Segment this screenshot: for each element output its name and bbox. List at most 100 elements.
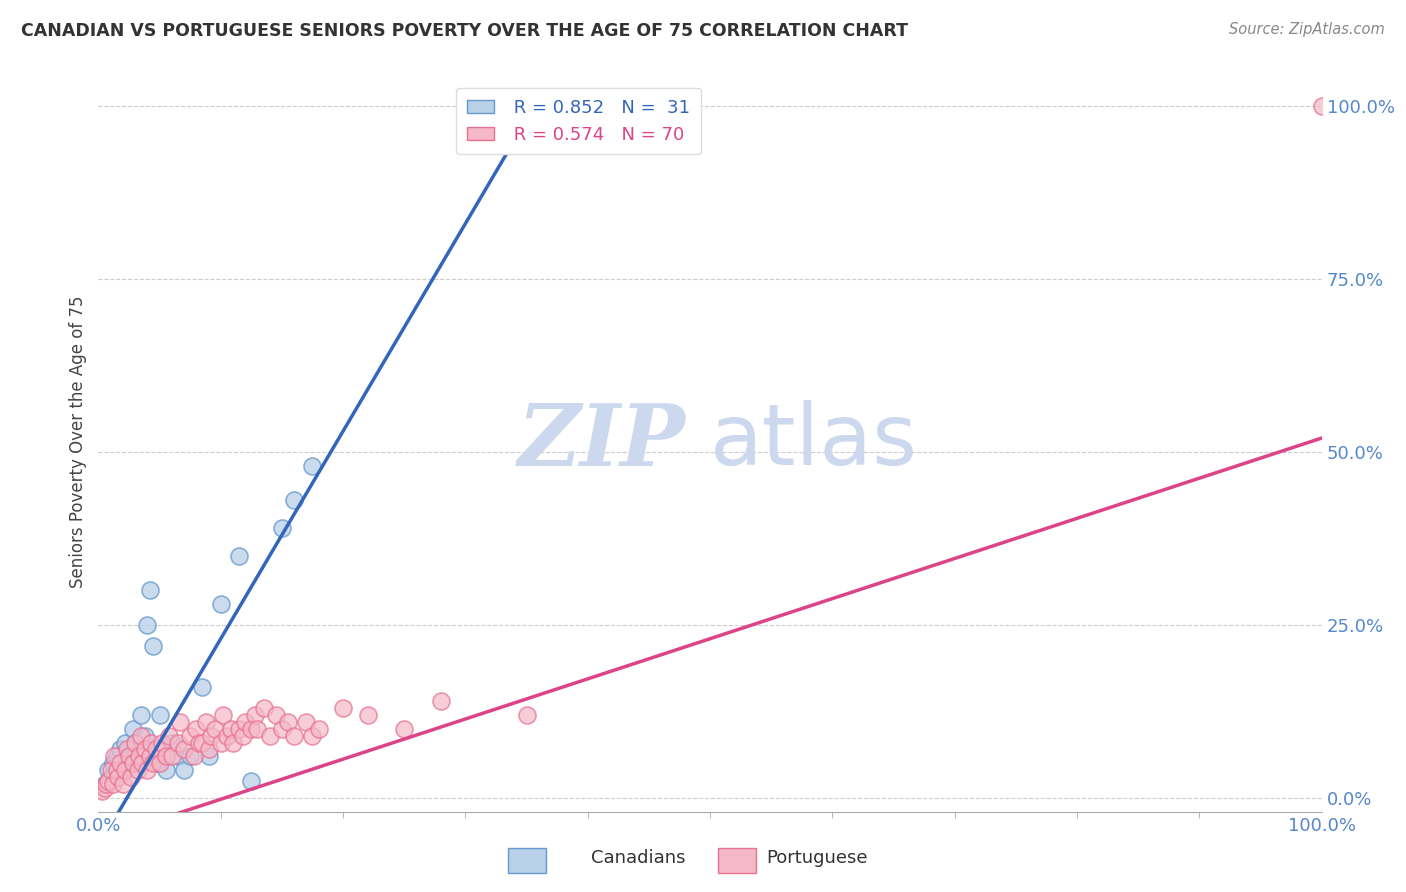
- Point: [150, 735, 173, 749]
- Point: [114, 735, 136, 749]
- Point: [270, 722, 294, 736]
- Point: [139, 749, 162, 764]
- Point: [110, 756, 132, 771]
- Point: [219, 722, 242, 736]
- Point: [215, 729, 238, 743]
- Point: [93, 777, 115, 791]
- Point: [136, 763, 159, 777]
- Point: [118, 756, 141, 771]
- Point: [149, 707, 172, 722]
- Point: [179, 749, 201, 764]
- Point: [301, 458, 323, 473]
- Point: [259, 729, 281, 743]
- Point: [209, 597, 232, 611]
- Point: [179, 729, 201, 743]
- Point: [124, 735, 146, 749]
- Point: [392, 722, 416, 736]
- Point: [121, 722, 143, 736]
- Point: [134, 742, 156, 756]
- Point: [243, 707, 266, 722]
- Point: [97, 773, 120, 788]
- Point: [356, 707, 378, 722]
- Point: [295, 714, 318, 729]
- Point: [187, 735, 209, 749]
- Point: [197, 742, 219, 756]
- Point: [157, 729, 180, 743]
- Point: [101, 777, 124, 791]
- Point: [167, 749, 190, 764]
- Y-axis label: Seniors Poverty Over the Age of 75: Seniors Poverty Over the Age of 75: [69, 295, 87, 588]
- Point: [240, 773, 263, 788]
- Point: [105, 749, 128, 764]
- Point: [129, 707, 152, 722]
- Point: [204, 722, 226, 736]
- Point: [142, 639, 165, 653]
- Point: [167, 735, 190, 749]
- Point: [145, 742, 167, 756]
- Point: [169, 714, 191, 729]
- Point: [515, 707, 537, 722]
- Point: [228, 549, 250, 563]
- Text: ZIP: ZIP: [517, 400, 686, 483]
- Point: [134, 729, 156, 743]
- Text: Canadians: Canadians: [591, 849, 685, 867]
- Point: [270, 521, 294, 535]
- Point: [114, 763, 136, 777]
- Point: [197, 749, 219, 764]
- Point: [136, 618, 159, 632]
- Point: [111, 777, 134, 791]
- Point: [100, 770, 122, 784]
- Point: [149, 756, 172, 771]
- Point: [240, 722, 263, 736]
- Point: [1310, 99, 1333, 113]
- Point: [155, 749, 177, 764]
- Point: [127, 763, 149, 777]
- Point: [212, 707, 235, 722]
- Point: [105, 763, 128, 777]
- Point: [100, 763, 122, 777]
- Point: [173, 742, 195, 756]
- Point: [131, 756, 153, 771]
- Point: [155, 763, 177, 777]
- Point: [264, 707, 287, 722]
- Legend:  R = 0.852   N =  31,  R = 0.574   N = 70: R = 0.852 N = 31, R = 0.574 N = 70: [456, 87, 702, 154]
- Text: atlas: atlas: [710, 400, 918, 483]
- Point: [139, 735, 162, 749]
- Point: [91, 784, 114, 798]
- Point: [191, 680, 214, 694]
- Point: [283, 729, 305, 743]
- Point: [195, 714, 218, 729]
- Bar: [508, 848, 546, 873]
- Point: [115, 742, 138, 756]
- Point: [120, 770, 142, 784]
- Point: [146, 756, 169, 771]
- Point: [97, 763, 120, 777]
- Point: [430, 694, 453, 708]
- Bar: [718, 848, 756, 873]
- Point: [142, 756, 165, 771]
- Point: [129, 729, 152, 743]
- Text: Portuguese: Portuguese: [766, 849, 868, 867]
- Point: [228, 722, 250, 736]
- Point: [222, 735, 245, 749]
- Point: [107, 770, 129, 784]
- Point: [332, 701, 354, 715]
- Point: [173, 763, 195, 777]
- Point: [101, 756, 124, 771]
- Point: [277, 714, 299, 729]
- Point: [124, 735, 146, 749]
- Point: [111, 763, 134, 777]
- Point: [233, 714, 256, 729]
- Point: [110, 742, 132, 756]
- Text: CANADIAN VS PORTUGUESE SENIORS POVERTY OVER THE AGE OF 75 CORRELATION CHART: CANADIAN VS PORTUGUESE SENIORS POVERTY O…: [21, 22, 908, 40]
- Point: [118, 749, 141, 764]
- Point: [121, 756, 143, 771]
- Point: [160, 735, 183, 749]
- Point: [103, 749, 125, 764]
- Point: [308, 722, 330, 736]
- Point: [128, 749, 150, 764]
- Point: [191, 735, 214, 749]
- Point: [93, 780, 115, 795]
- Point: [160, 749, 183, 764]
- Point: [232, 729, 254, 743]
